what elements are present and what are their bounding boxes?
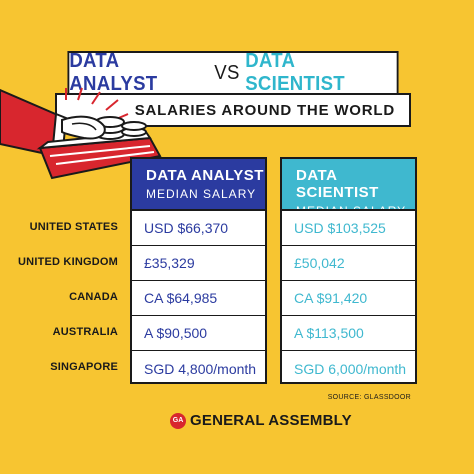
- hand-holding-money-icon: [0, 87, 162, 180]
- scientist-header: DATA SCIENTIST MEDIAN SALARY: [280, 157, 417, 218]
- scientist-header-title: DATA SCIENTIST: [296, 167, 379, 201]
- country-label: CANADA: [69, 291, 118, 303]
- scientist-salary-cell: SGD 6,000/month: [294, 360, 407, 377]
- scientist-salary-cell: £50,042: [282, 246, 415, 281]
- analyst-header-sub: MEDIAN SALARY: [146, 187, 257, 201]
- subtitle: SALARIES AROUND THE WORLD: [134, 101, 395, 119]
- source-note: SOURCE: GLASSDOOR: [327, 394, 411, 401]
- title-vs: VS: [214, 61, 240, 84]
- analyst-header-title: DATA ANALYST: [146, 167, 264, 184]
- brand: GA GENERAL ASSEMBLY: [170, 412, 352, 429]
- analyst-salary-cell: CA $64,985: [132, 281, 265, 316]
- analyst-salary-cell: A $90,500: [132, 316, 265, 351]
- title-scientist: DATA SCIENTIST: [245, 50, 345, 95]
- analyst-header: DATA ANALYST MEDIAN SALARY: [130, 157, 267, 209]
- analyst-salary-cell: £35,329: [132, 246, 265, 281]
- scientist-salary-cell: CA $91,420: [282, 281, 415, 316]
- title-box: DATA ANALYST VS DATA SCIENTIST: [67, 50, 399, 95]
- country-label: SINGAPORE: [50, 361, 118, 373]
- analyst-salary-cell: SGD 4,800/month: [144, 360, 257, 377]
- analyst-salary-cell: USD $66,370: [132, 211, 265, 246]
- country-label: UNITED STATES: [29, 221, 118, 233]
- brand-name: GENERAL ASSEMBLY: [190, 412, 352, 429]
- country-label: AUSTRALIA: [52, 326, 118, 338]
- brand-logo: GA: [170, 412, 186, 429]
- scientist-salary-cell: USD $103,525: [282, 211, 415, 246]
- analyst-column: USD $66,370 £35,329 CA $64,985 A $90,500 SGD…: [130, 209, 267, 384]
- country-label: UNITED KINGDOM: [18, 256, 118, 268]
- scientist-column: USD $103,525 £50,042 CA $91,420 A $113,500 S…: [280, 209, 417, 384]
- scientist-salary-cell: A $113,500: [282, 316, 415, 351]
- title-analyst: DATA ANALYST: [69, 50, 158, 95]
